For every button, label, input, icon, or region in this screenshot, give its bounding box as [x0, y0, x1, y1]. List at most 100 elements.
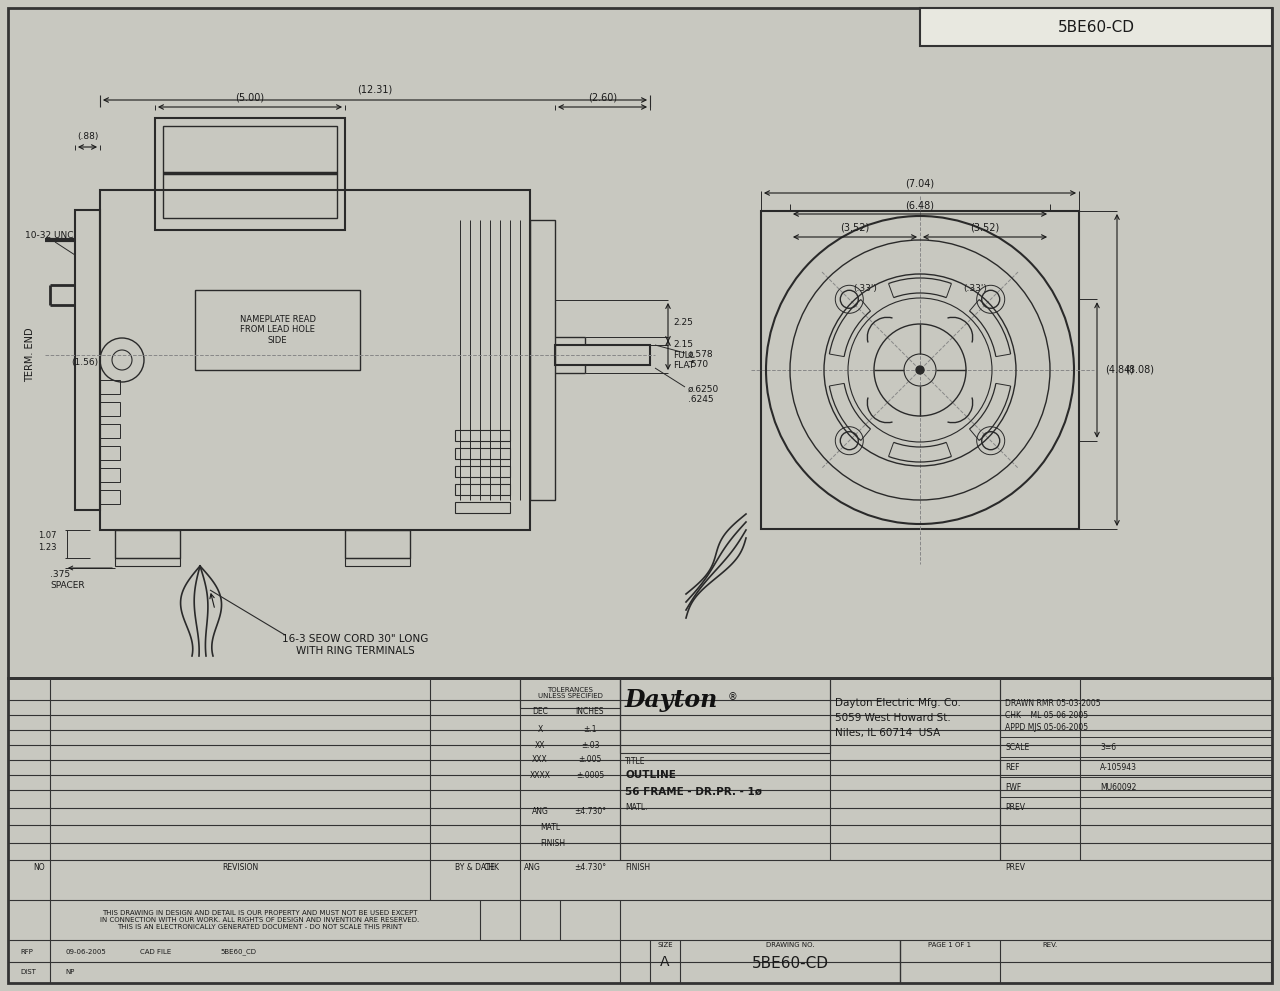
Text: PREV: PREV	[1005, 804, 1025, 813]
Bar	[530, 220, 556, 500]
Text: NP: NP	[65, 969, 74, 975]
Text: TERM. END: TERM. END	[26, 328, 35, 383]
Bar	[115, 558, 180, 566]
Text: Dayton Electric Mfg. Co.: Dayton Electric Mfg. Co.	[835, 698, 961, 708]
Text: Niles, IL 60714  USA: Niles, IL 60714 USA	[835, 728, 941, 738]
Bar	[100, 380, 120, 394]
Text: 3=6: 3=6	[1100, 742, 1116, 751]
Text: (.33'): (.33')	[852, 283, 877, 292]
Text: (5.00): (5.00)	[236, 92, 265, 102]
Text: TITLE: TITLE	[625, 757, 645, 766]
Text: MATL: MATL	[540, 824, 561, 832]
Text: 1.23: 1.23	[38, 542, 56, 552]
Text: (3.52): (3.52)	[970, 223, 1000, 233]
Text: 2.25: 2.25	[673, 318, 692, 327]
Text: 5059 West Howard St.: 5059 West Howard St.	[835, 713, 951, 723]
Bar	[100, 490, 120, 504]
Text: ANG: ANG	[531, 807, 548, 816]
Bar	[163, 126, 337, 218]
Text: DRAWN RMR 05-03-2005: DRAWN RMR 05-03-2005	[1005, 699, 1101, 708]
Bar	[100, 468, 120, 482]
Text: 2.15
FULL
FLAT: 2.15 FULL FLAT	[673, 340, 695, 370]
Bar	[8, 8, 1272, 678]
Text: XX: XX	[535, 740, 545, 749]
Text: DRAWING NO.: DRAWING NO.	[765, 942, 814, 948]
Text: ±4.730°: ±4.730°	[573, 863, 605, 872]
Text: FWF: FWF	[1005, 783, 1021, 792]
Text: 56 FRAME - DR.PR. - 1ø: 56 FRAME - DR.PR. - 1ø	[625, 787, 762, 797]
Text: A: A	[660, 955, 669, 969]
Bar	[762, 211, 1079, 529]
Bar	[520, 678, 620, 708]
Bar	[155, 118, 346, 230]
Bar	[920, 8, 1272, 46]
Text: THIS DRAWING IN DESIGN AND DETAIL IS OUR PROPERTY AND MUST NOT BE USED EXCEPT
IN: THIS DRAWING IN DESIGN AND DETAIL IS OUR…	[100, 910, 420, 930]
Text: A-105943: A-105943	[1100, 762, 1137, 772]
Text: ±.0005: ±.0005	[576, 770, 604, 780]
Text: 5BE60-CD: 5BE60-CD	[1057, 20, 1134, 35]
Text: FINISH: FINISH	[625, 863, 650, 872]
Text: (7.04): (7.04)	[905, 179, 934, 189]
Bar	[620, 678, 829, 753]
Text: DIST: DIST	[20, 969, 36, 975]
Text: REV.: REV.	[1042, 942, 1057, 948]
Text: OUTLINE: OUTLINE	[625, 770, 676, 780]
Text: CHK: CHK	[484, 863, 500, 872]
Bar	[556, 345, 650, 365]
Text: ø.578
.570: ø.578 .570	[689, 350, 714, 370]
Bar	[454, 466, 509, 477]
Bar	[454, 484, 509, 495]
Text: (6.48): (6.48)	[905, 200, 934, 210]
Text: Dayton: Dayton	[625, 688, 718, 712]
Text: 09-06-2005: 09-06-2005	[65, 949, 106, 955]
Text: MU60092: MU60092	[1100, 783, 1137, 792]
Text: (4.84): (4.84)	[1105, 365, 1134, 375]
Text: XXX: XXX	[532, 755, 548, 764]
Text: (3.52): (3.52)	[841, 223, 869, 233]
Text: SIZE: SIZE	[657, 942, 673, 948]
Text: TOLERANCES
UNLESS SPECIFIED: TOLERANCES UNLESS SPECIFIED	[538, 687, 603, 700]
Text: ®: ®	[728, 692, 737, 702]
Text: MATL.: MATL.	[625, 804, 648, 813]
Bar	[100, 190, 530, 530]
Text: INCHES: INCHES	[576, 708, 604, 716]
Text: ±.03: ±.03	[581, 740, 599, 749]
Text: BY & DATE: BY & DATE	[456, 863, 495, 872]
Bar	[454, 430, 509, 441]
Text: (.88): (.88)	[77, 133, 99, 142]
Text: (8.08): (8.08)	[1125, 365, 1155, 375]
Text: 16-3 SEOW CORD 30" LONG
WITH RING TERMINALS: 16-3 SEOW CORD 30" LONG WITH RING TERMIN…	[282, 634, 429, 656]
Text: (1.56): (1.56)	[72, 359, 99, 368]
Bar	[100, 424, 120, 438]
Text: (.33'): (.33')	[963, 283, 987, 292]
Text: 1.07: 1.07	[38, 530, 56, 539]
Text: FINISH: FINISH	[540, 838, 566, 847]
Text: APPD MJS 05-06-2005: APPD MJS 05-06-2005	[1005, 722, 1088, 731]
Text: PAGE 1 OF 1: PAGE 1 OF 1	[928, 942, 972, 948]
Bar	[454, 502, 509, 513]
Bar	[454, 448, 509, 459]
Text: .375
SPACER: .375 SPACER	[50, 570, 84, 590]
Text: DEC: DEC	[532, 708, 548, 716]
Text: ANG: ANG	[524, 863, 540, 872]
Bar	[346, 558, 410, 566]
Text: 5BE60_CD: 5BE60_CD	[220, 948, 256, 955]
Text: (2.60): (2.60)	[588, 92, 617, 102]
Circle shape	[916, 366, 924, 374]
Text: REF: REF	[1005, 762, 1019, 772]
Text: NAMEPLATE READ
FROM LEAD HOLE
SIDE: NAMEPLATE READ FROM LEAD HOLE SIDE	[239, 315, 315, 345]
Text: 10-32 UNC: 10-32 UNC	[26, 231, 73, 240]
Text: ø.6250
.6245: ø.6250 .6245	[689, 385, 719, 404]
Text: XXXX: XXXX	[530, 770, 550, 780]
Text: ±4.730°: ±4.730°	[573, 807, 605, 816]
Text: CHK    ML 05-06-2005: CHK ML 05-06-2005	[1005, 711, 1088, 719]
Bar	[100, 402, 120, 416]
Text: ±.005: ±.005	[579, 755, 602, 764]
Bar	[115, 530, 180, 558]
Text: ±.1: ±.1	[584, 725, 596, 734]
Bar	[76, 210, 100, 510]
Bar	[8, 678, 1272, 983]
Bar	[195, 290, 360, 370]
Text: RFP: RFP	[20, 949, 33, 955]
Text: REVISION: REVISION	[221, 863, 259, 872]
